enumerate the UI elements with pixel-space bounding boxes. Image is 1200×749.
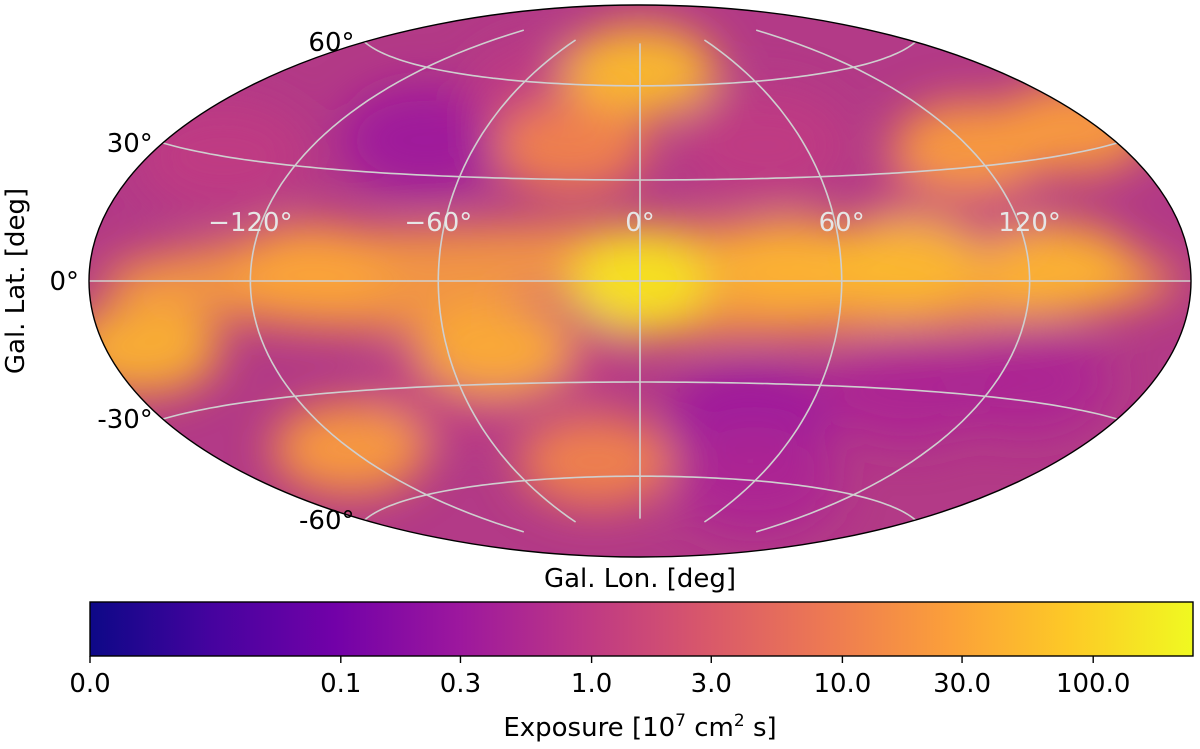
meridian-line <box>249 29 525 533</box>
colorbar-tick-label: 0.0 <box>69 669 110 699</box>
latitude-tick-label: -60° <box>299 506 354 536</box>
meridian-line <box>703 39 843 523</box>
hotspot <box>417 304 574 397</box>
hotspot <box>233 223 390 316</box>
hotspot <box>980 222 1137 315</box>
x-axis-label: Gal. Lon. [deg] <box>544 564 736 594</box>
coldspot <box>339 85 510 196</box>
meridian-line <box>755 29 1031 533</box>
longitude-tick-label: 60° <box>819 208 865 238</box>
colorbar-tick-label: 10.0 <box>813 669 871 699</box>
hotspot <box>996 82 1153 175</box>
longitude-tick-label: −60° <box>404 208 472 238</box>
latitude-tick-label: -30° <box>97 405 152 435</box>
exposure-map <box>89 5 1191 557</box>
colorbar-tick-label: 30.0 <box>933 669 991 699</box>
latitude-tick-labels: 60° 30° 0° -30° -60° <box>49 28 354 536</box>
y-axis-label: Gal. Lat. [deg] <box>1 188 31 374</box>
longitude-tick-labels: −120° −60° 0° 60° 120° <box>208 208 1061 238</box>
colorbar-label: Exposure [107 cm2 s] <box>503 711 776 743</box>
latitude-tick-label: 30° <box>107 129 153 159</box>
colorbar-tick-label: 0.3 <box>440 669 481 699</box>
graticule <box>89 29 1191 533</box>
hotspot <box>713 217 870 310</box>
meridian-line <box>437 39 577 523</box>
longitude-tick-label: 0° <box>625 208 655 238</box>
coldspot <box>678 90 849 201</box>
hotspot <box>827 216 984 309</box>
hotspot <box>89 302 221 395</box>
hotspot <box>518 415 675 508</box>
longitude-tick-label: −120° <box>208 208 292 238</box>
map-outline <box>88 4 1192 558</box>
latitude-tick-label: 60° <box>308 28 354 58</box>
colorbar-tick-label: 0.1 <box>320 669 361 699</box>
colorbar-ticks: 0.0 0.1 0.3 1.0 3.0 10.0 30.0 100.0 <box>69 656 1130 699</box>
colorbar-tick-label: 3.0 <box>691 669 732 699</box>
hotspot <box>492 100 649 193</box>
colorbar-tick-label: 1.0 <box>571 669 612 699</box>
colorbar-tick-label: 100.0 <box>1056 669 1130 699</box>
longitude-tick-label: 120° <box>998 208 1061 238</box>
latitude-tick-label: 0° <box>49 267 79 297</box>
colorbar <box>89 601 1194 657</box>
